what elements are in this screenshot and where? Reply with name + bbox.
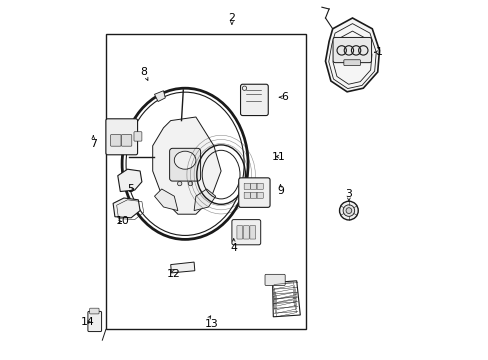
FancyBboxPatch shape: [264, 274, 285, 285]
Text: 6: 6: [280, 92, 287, 102]
FancyBboxPatch shape: [332, 37, 371, 63]
FancyBboxPatch shape: [110, 135, 121, 146]
FancyBboxPatch shape: [169, 148, 200, 181]
Polygon shape: [170, 262, 194, 273]
Ellipse shape: [346, 208, 351, 213]
Text: 7: 7: [90, 139, 97, 149]
Text: 2: 2: [228, 13, 235, 23]
Text: 11: 11: [272, 152, 285, 162]
Text: 5: 5: [127, 184, 134, 194]
FancyBboxPatch shape: [243, 226, 249, 239]
FancyBboxPatch shape: [238, 178, 269, 207]
FancyBboxPatch shape: [88, 311, 102, 332]
Polygon shape: [325, 18, 379, 92]
FancyBboxPatch shape: [89, 308, 99, 314]
Bar: [106, 34, 305, 329]
Text: 8: 8: [140, 67, 147, 77]
FancyBboxPatch shape: [250, 183, 256, 189]
Text: 4: 4: [230, 243, 237, 253]
Ellipse shape: [177, 181, 182, 186]
FancyBboxPatch shape: [121, 135, 132, 146]
Ellipse shape: [339, 201, 358, 220]
Text: 3: 3: [345, 189, 352, 199]
FancyBboxPatch shape: [257, 192, 263, 198]
Polygon shape: [118, 169, 142, 192]
FancyBboxPatch shape: [106, 119, 137, 155]
Polygon shape: [113, 198, 140, 218]
Polygon shape: [194, 189, 215, 211]
Polygon shape: [154, 91, 165, 102]
Text: 12: 12: [167, 269, 181, 279]
Polygon shape: [152, 117, 221, 214]
FancyBboxPatch shape: [244, 192, 250, 198]
FancyBboxPatch shape: [237, 226, 242, 239]
FancyBboxPatch shape: [257, 183, 263, 189]
Text: 14: 14: [81, 317, 94, 327]
FancyBboxPatch shape: [343, 60, 360, 66]
FancyBboxPatch shape: [244, 183, 250, 189]
FancyBboxPatch shape: [134, 132, 142, 141]
FancyBboxPatch shape: [250, 192, 256, 198]
Text: 9: 9: [277, 186, 284, 196]
Ellipse shape: [188, 181, 192, 186]
Text: 13: 13: [204, 319, 218, 329]
Text: 1: 1: [375, 47, 382, 57]
Ellipse shape: [343, 205, 354, 216]
Polygon shape: [154, 189, 178, 211]
Ellipse shape: [174, 151, 196, 169]
FancyBboxPatch shape: [231, 220, 260, 245]
FancyBboxPatch shape: [240, 84, 268, 116]
Text: 10: 10: [116, 216, 130, 226]
FancyBboxPatch shape: [249, 226, 255, 239]
